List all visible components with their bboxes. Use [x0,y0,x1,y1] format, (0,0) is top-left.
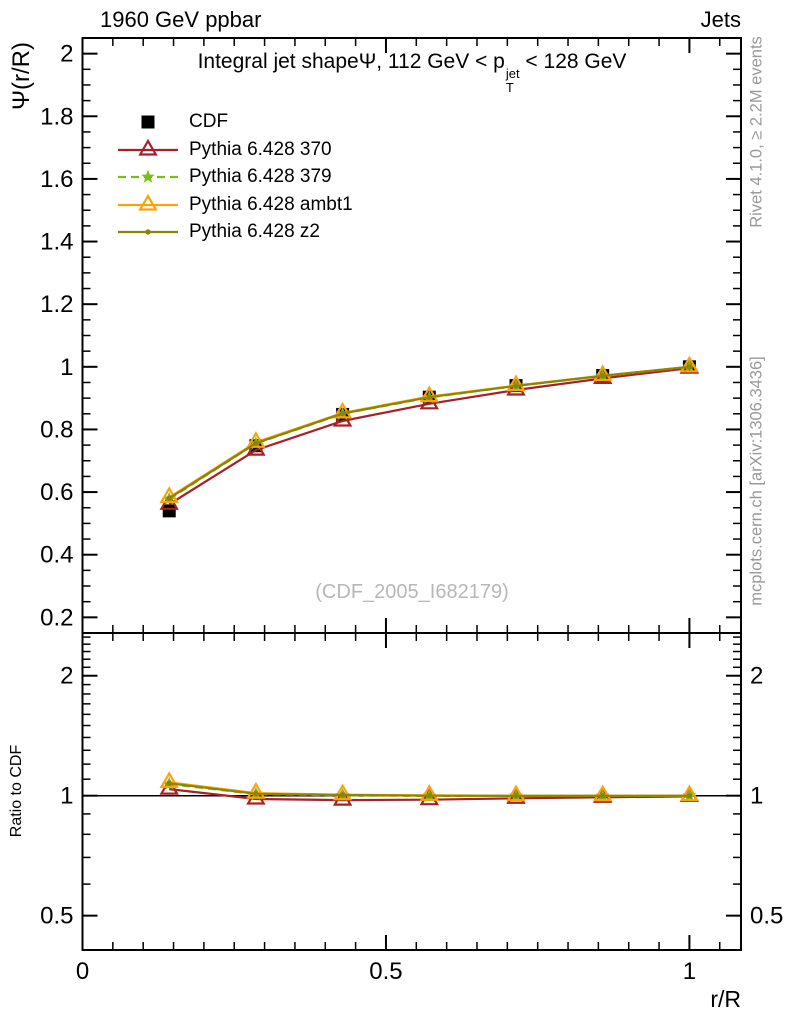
ratio-y-tick-label-right: 0.5 [750,903,783,930]
pythia-z2-line-marker-icon [116,221,180,243]
main-y-tick-label: 0.6 [40,479,73,506]
series-pythia-6-428-ambt1 [159,355,700,503]
plot-title-psi: Ψ [358,50,377,73]
main-y-tick-label: 0.2 [40,604,73,631]
legend-item-pythia-ambt1: Pythia 6.428 ambt1 [116,193,353,216]
ratio-y-tick-label-left: 2 [60,663,73,690]
legend-label-pythia-370: Pythia 6.428 370 [189,139,332,160]
x-tick-label: 0.5 [369,958,402,985]
main-y-tick-label: 0.8 [40,416,73,443]
process-label: Jets [700,7,741,32]
series-pythia-6-428-z2 [166,364,693,502]
pt-supsub: jet T [506,67,520,94]
main-y-axis-title: Ψ(r/R) [8,41,35,111]
main-y-tick-label: 1.8 [40,103,73,130]
main-y-tick-label: 1.6 [40,166,73,193]
pythia-ambt1-line-marker-icon [116,193,180,216]
cdf-square-marker-icon [116,111,180,133]
beam-energy-label: 1960 GeV ppbar [100,7,262,32]
series-cdf [162,360,696,518]
ratio-y-tick-label-left: 1 [60,783,73,810]
pt-subscript: T [505,79,514,95]
legend-item-pythia-370: Pythia 6.428 370 [116,138,332,161]
legend-item-pythia-z2: Pythia 6.428 z2 [116,221,320,243]
analysis-id-watermark: (CDF_2005_I682179) [315,581,509,603]
plot-title: Integral jet shapeΨ, 112 GeV < p jet T < 1… [83,50,741,94]
plot-title-tail: < 128 GeV [519,50,627,73]
main-y-tick-label: 2 [60,41,73,68]
legend-label-pythia-ambt1: Pythia 6.428 ambt1 [189,194,353,215]
pythia-370-line-marker-icon [116,138,180,161]
ratio-panel-frame [81,632,742,951]
x-axis-title: r/R [710,986,741,1012]
legend-label-pythia-z2: Pythia 6.428 z2 [189,221,320,242]
legend-item-cdf: CDF [116,111,228,133]
pt-superscript: jet [505,66,520,81]
series-pythia-6-428-370 [159,356,700,510]
x-tick-label: 1 [683,958,696,985]
plot-title-lead: Integral jet shape [197,50,359,73]
rivet-version-note: Rivet 4.1.0, ≥ 2.2M events [747,36,766,228]
series-pythia-6-428-z2 [166,780,693,799]
legend-item-pythia-379: Pythia 6.428 379 [116,166,332,188]
plot-frame-layer: 0.2 0.4 0.6 0.8 1 1.2 1.4 1.6 1.8 2 0.5 0.5 1 1 2 2 0 0.5… [40,37,783,985]
legend-label-pythia-379: Pythia 6.428 379 [189,166,332,187]
legend-label-cdf: CDF [189,111,229,132]
mcplots-arxiv-note: mcplots.cern.ch [arXiv:1306.3436] [747,356,766,606]
main-y-tick-label: 1 [60,354,73,381]
ratio-y-tick-label-right: 2 [750,663,763,690]
ratio-y-tick-label-left: 0.5 [40,903,73,930]
series-pythia-6-428-379 [162,359,697,505]
pythia-379-line-marker-icon [116,166,180,188]
main-y-tick-label: 1.2 [40,291,73,318]
x-tick-label: 0 [76,958,89,985]
main-y-tick-label: 1.4 [40,229,73,256]
main-y-tick-label: 0.4 [40,542,73,569]
plot-title-mid: , 112 GeV < p [376,50,505,73]
ratio-y-axis-title: Ratio to CDF [8,744,25,838]
ratio-y-tick-label-right: 1 [750,783,763,810]
